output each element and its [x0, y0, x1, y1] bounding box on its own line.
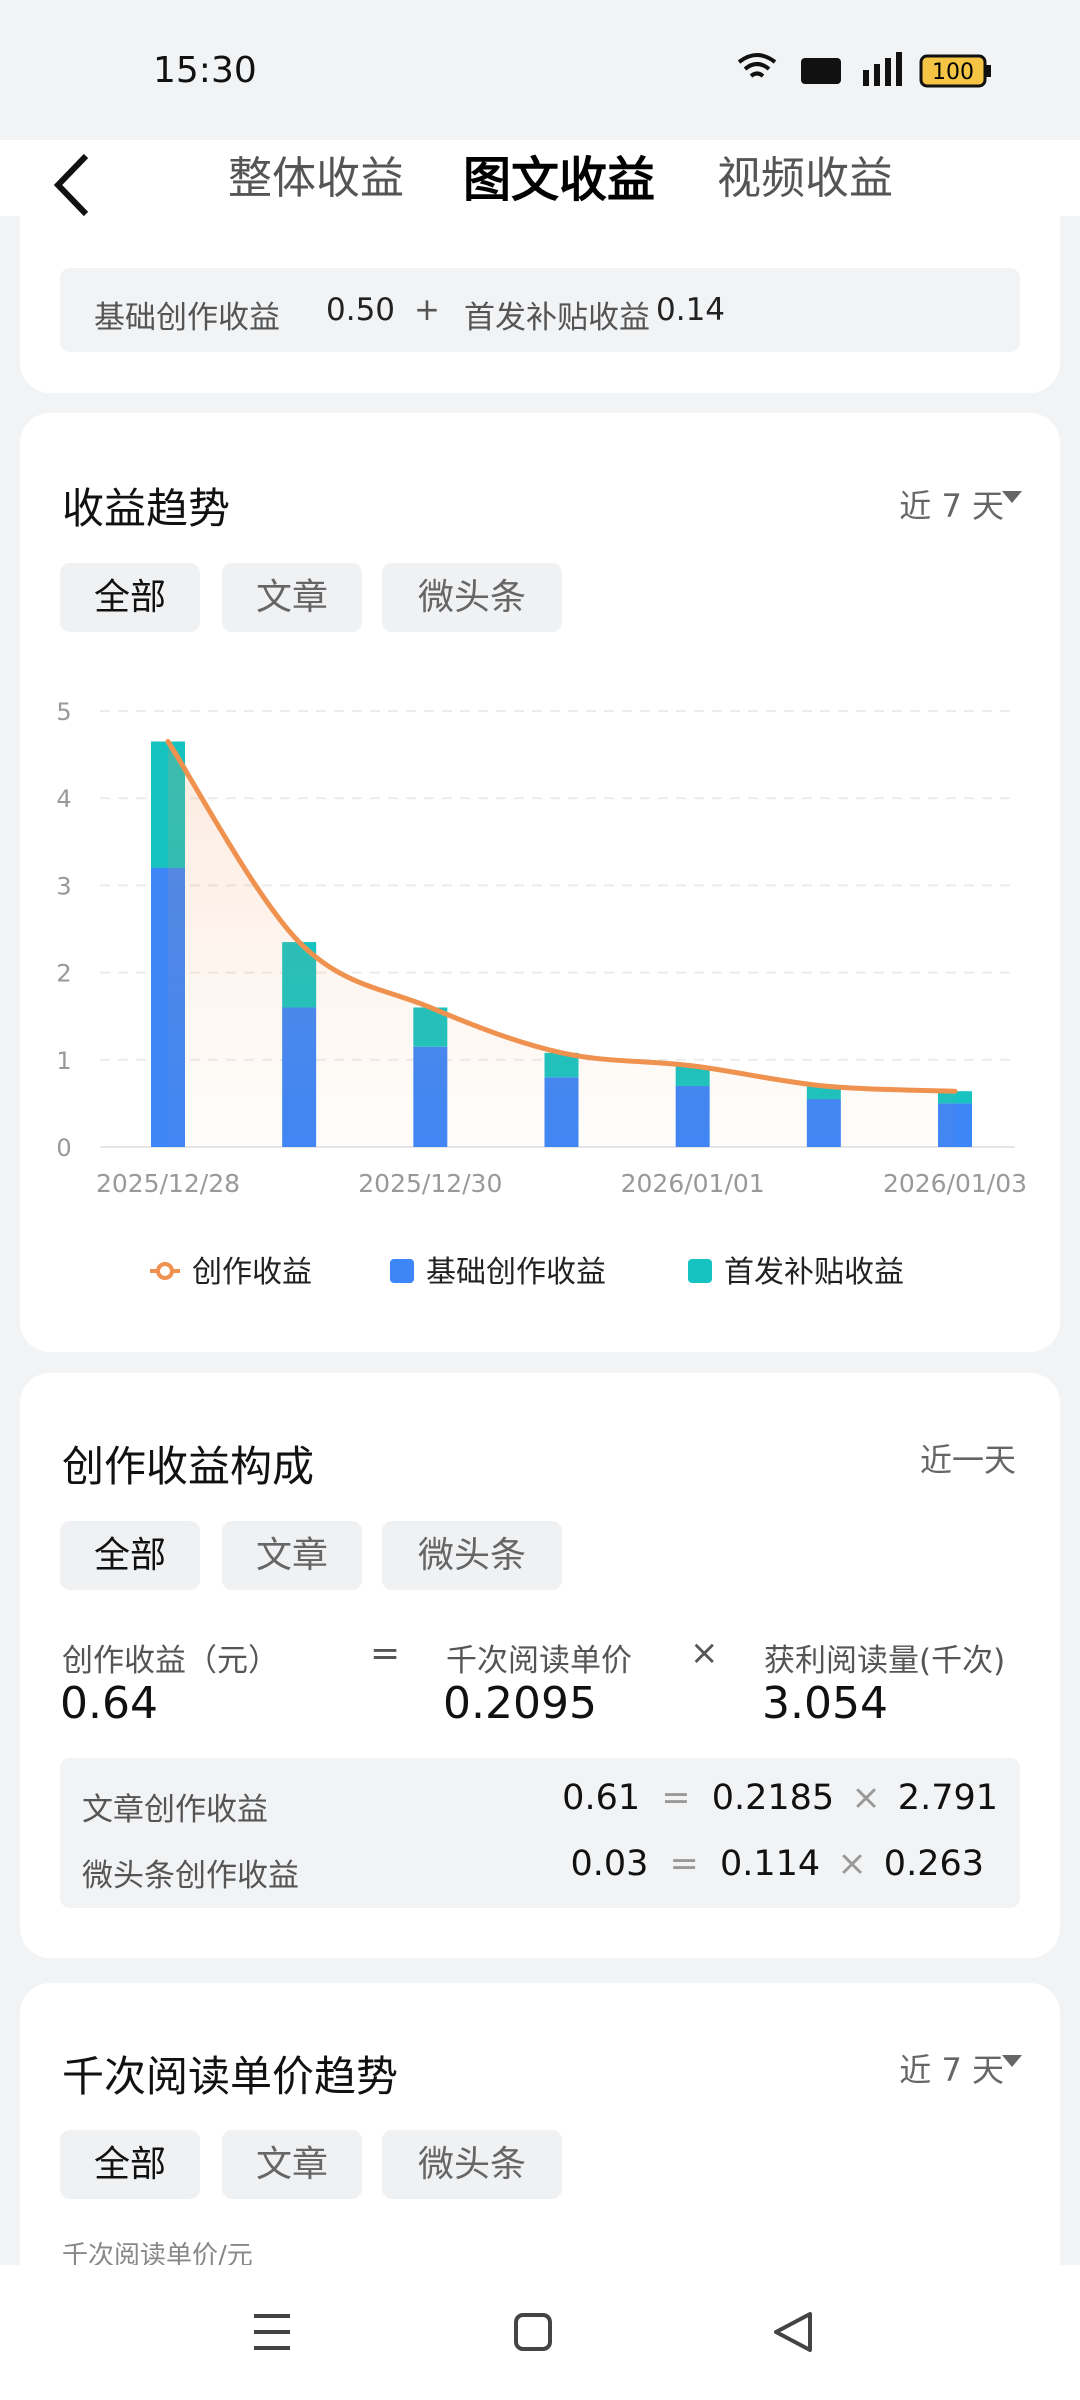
operator: ×	[690, 1633, 719, 1673]
dropdown-arrow	[1002, 491, 1022, 503]
legend-label: 基础创作收益	[426, 1255, 606, 1290]
legend-marker	[688, 1259, 712, 1283]
filter-chip[interactable]: 微头条	[382, 563, 562, 632]
y-tick-label: 4	[56, 785, 71, 813]
row-formula: 0.61 = 0.2185 × 2.791	[562, 1778, 998, 1818]
row-reads: 0.263	[883, 1844, 984, 1884]
tab[interactable]: 整体收益	[228, 153, 404, 204]
line-area	[168, 741, 955, 1147]
range-select[interactable]: 近 7 天	[899, 487, 1004, 525]
filter-chip[interactable]: 文章	[222, 563, 362, 632]
y-tick-label: 1	[56, 1047, 71, 1075]
summary-value: 0.14	[656, 292, 726, 328]
filter-chip[interactable]: 文章	[222, 2130, 362, 2199]
nav-icons	[254, 2312, 812, 2352]
card-title: 千次阅读单价趋势	[62, 2052, 399, 2101]
back-button[interactable]	[48, 150, 94, 220]
row-price: 0.114	[719, 1844, 821, 1884]
x-tick-label: 2025/12/30	[358, 1169, 502, 1198]
legend-marker	[156, 1262, 174, 1280]
x-tick-label: 2026/01/01	[621, 1169, 765, 1198]
operator: ×	[837, 1844, 867, 1884]
status-time: 15:30	[153, 50, 257, 91]
y-tick-label: 5	[56, 698, 71, 726]
filter-chip[interactable]: 全部	[60, 2130, 200, 2199]
term-value: 0.64	[60, 1678, 158, 1729]
x-tick-label: 2025/12/28	[96, 1169, 240, 1198]
summary-box: 基础创作收益 0.50 + 首发补贴收益 0.14	[60, 268, 1020, 352]
x-tick-label: 2026/01/03	[883, 1169, 1027, 1198]
term-value: 0.2095	[443, 1678, 597, 1729]
card-title: 创作收益构成	[62, 1442, 315, 1491]
filter-chip[interactable]: 全部	[60, 1521, 200, 1590]
filter-chip[interactable]: 微头条	[382, 1521, 562, 1590]
operator: ×	[851, 1778, 881, 1818]
card-title: 收益趋势	[62, 484, 231, 533]
breakdown-box: 文章创作收益 0.61 = 0.2185 × 2.791 微头条创作收益 0.0…	[60, 1758, 1020, 1908]
row-label: 微头条创作收益	[82, 1858, 299, 1894]
legend-label: 创作收益	[192, 1255, 312, 1290]
battery-level: 100	[932, 60, 974, 85]
dropdown-arrow	[1002, 2055, 1022, 2067]
row-total: 0.03	[570, 1844, 649, 1884]
operator: =	[370, 1633, 401, 1674]
row-reads: 2.791	[897, 1778, 998, 1818]
summary-label: 首发补贴收益	[464, 300, 650, 336]
trend-chart: 0 1 2 3 4 5 2025/12/28 2025/12/30 2026/01/01 2026…	[56, 698, 1027, 1290]
term-value: 3.054	[762, 1678, 888, 1729]
filter-chip[interactable]: 微头条	[382, 2130, 562, 2199]
filter-chip[interactable]: 全部	[60, 563, 200, 632]
tab-active[interactable]: 图文收益	[463, 152, 656, 208]
composition-card: 创作收益构成 近一天 全部 文章 微头条 创作收益（元） 0.64 = 千次阅读…	[20, 1373, 1060, 1958]
row-label: 文章创作收益	[82, 1792, 268, 1828]
term-label: 千次阅读单价	[446, 1643, 632, 1679]
status-icons: 100	[737, 52, 991, 88]
y-tick-label: 3	[56, 872, 71, 900]
y-tick-label: 2	[56, 960, 71, 988]
filter-chip[interactable]: 文章	[222, 1521, 362, 1590]
tab[interactable]: 视频收益	[717, 153, 893, 204]
term-label: 创作收益（元）	[62, 1643, 279, 1679]
summary-value: 0.50	[326, 292, 396, 328]
row-total: 0.61	[562, 1778, 641, 1818]
summary-card: 基础创作收益 0.50 + 首发补贴收益 0.14	[20, 216, 1060, 393]
row-formula: 0.03 = 0.114 × 0.263	[570, 1844, 984, 1884]
operator: =	[661, 1778, 691, 1818]
summary-operator: +	[414, 292, 440, 328]
range-select[interactable]: 近 7 天	[899, 2051, 1004, 2089]
nav-bar	[0, 2265, 1080, 2400]
legend-label: 首发补贴收益	[724, 1255, 904, 1290]
summary-label: 基础创作收益	[94, 300, 280, 336]
range-select[interactable]: 近一天	[919, 1441, 1016, 1479]
term-label: 获利阅读量(千次)	[764, 1643, 1006, 1679]
row-price: 0.2185	[711, 1778, 835, 1818]
operator: =	[669, 1844, 699, 1884]
line	[165, 739, 958, 1094]
header	[0, 140, 1080, 216]
y-tick-label: 0	[56, 1134, 71, 1162]
legend-marker	[390, 1259, 414, 1283]
